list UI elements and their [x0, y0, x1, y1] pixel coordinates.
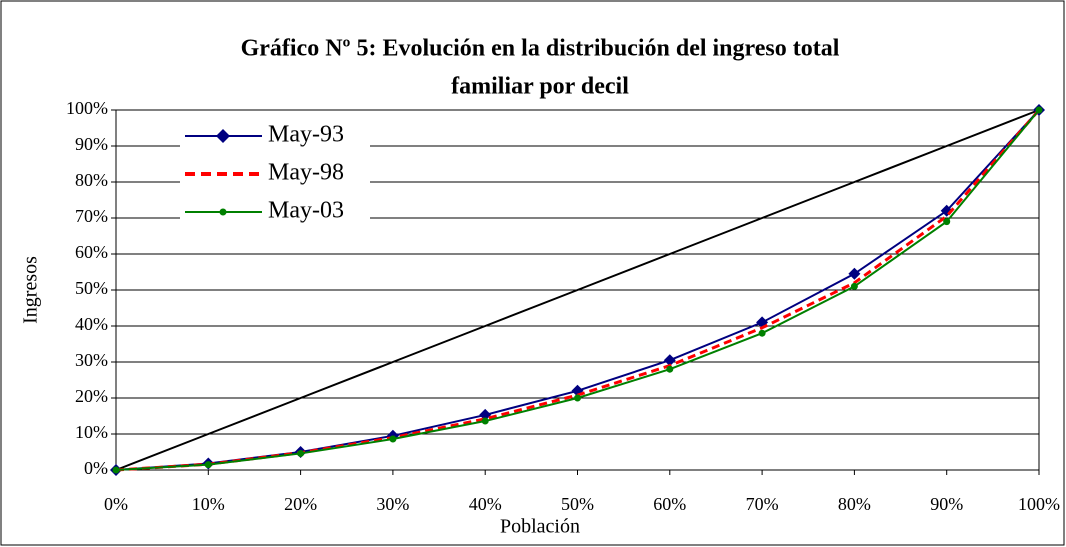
x-tick-label: 90% — [930, 494, 963, 514]
x-tick-label: 50% — [561, 494, 594, 514]
y-tick-label: 80% — [75, 170, 108, 190]
chart-title: Gráfico Nº 5: Evolución en la distribuci… — [241, 36, 840, 62]
x-tick-label: 80% — [838, 494, 871, 514]
x-tick-label: 100% — [1018, 494, 1060, 514]
x-tick-label: 70% — [746, 494, 779, 514]
x-tick-label: 20% — [284, 494, 317, 514]
legend-label: May-03 — [268, 198, 344, 224]
series-line — [115, 109, 1040, 471]
y-tick-label: 50% — [75, 278, 108, 298]
marker — [1035, 106, 1043, 114]
marker — [112, 466, 120, 474]
y-tick-label: 90% — [75, 134, 108, 154]
y-tick-label: 100% — [66, 98, 108, 118]
marker — [389, 435, 397, 443]
legend-marker — [219, 208, 227, 216]
marker — [850, 282, 858, 290]
y-tick-label: 40% — [75, 314, 108, 334]
x-tick-label: 0% — [104, 494, 128, 514]
marker — [574, 394, 581, 402]
y-tick-label: 60% — [75, 242, 108, 262]
marker — [666, 365, 674, 373]
y-tick-label: 10% — [75, 422, 108, 442]
x-tick-label: 10% — [192, 494, 225, 514]
x-tick-label: 60% — [653, 494, 686, 514]
marker — [297, 449, 305, 457]
x-axis-label: Población — [500, 516, 580, 538]
y-tick-label: 70% — [75, 206, 108, 226]
y-tick-label: 0% — [84, 458, 108, 478]
y-axis-label: Ingresos — [20, 256, 42, 324]
y-tick-label: 20% — [75, 386, 108, 406]
x-tick-label: 40% — [469, 494, 502, 514]
marker — [663, 354, 676, 367]
marker — [481, 417, 489, 425]
x-tick-label: 30% — [376, 494, 409, 514]
legend-box — [180, 118, 370, 238]
y-tick-label: 30% — [75, 350, 108, 370]
legend-label: May-93 — [268, 122, 344, 148]
marker — [758, 329, 766, 337]
chart-title: familiar por decil — [451, 74, 629, 100]
marker — [848, 267, 861, 280]
legend-marker — [216, 129, 230, 143]
legend-label: May-98 — [268, 160, 344, 186]
marker — [943, 218, 951, 226]
marker — [479, 408, 492, 421]
marker — [204, 461, 212, 469]
